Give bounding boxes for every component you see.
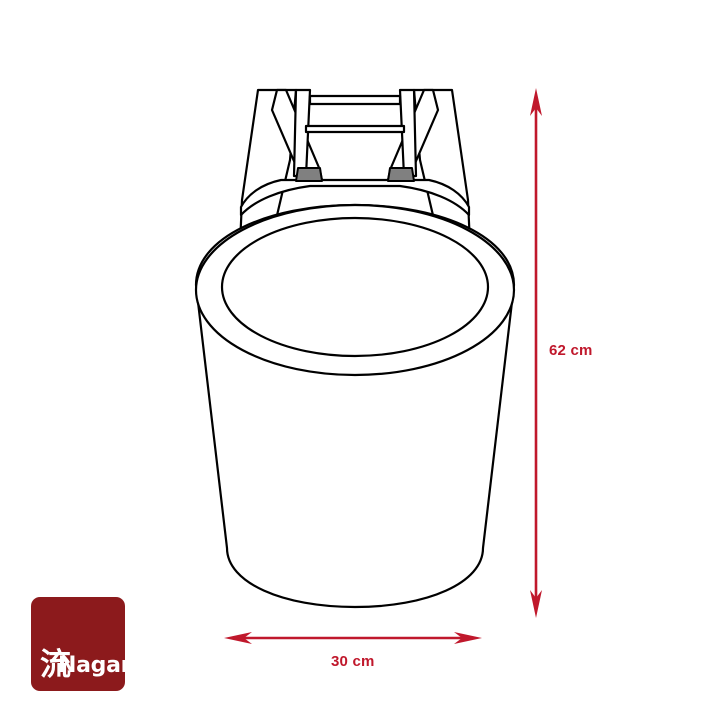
back-panel-crossbar-middle: [304, 124, 406, 134]
dim-height-arrowhead-top: [530, 88, 542, 116]
brand-logo-kanji-icon: 流: [40, 647, 71, 683]
dim-width-arrowhead-right: [454, 632, 482, 644]
brand-logo[interactable]: Nagare 流: [31, 597, 125, 691]
drawing-geometry: [194, 88, 516, 609]
rim-inner-oval: [220, 216, 490, 358]
dimension-annotations: [224, 88, 542, 644]
dim-width-arrowhead-left: [224, 632, 252, 644]
brand-logo-lockup: Nagare 流: [31, 638, 125, 683]
back-panel-crossbar-top: [308, 94, 402, 106]
brand-logo-wordmark: Nagare: [58, 653, 125, 678]
strap-clip-left: [295, 167, 323, 182]
dimension-label-width: 30 cm: [331, 653, 375, 670]
dimension-label-height: 62 cm: [549, 342, 593, 359]
dim-height-arrowhead-bottom: [530, 590, 542, 618]
strap-clip-right: [387, 167, 415, 182]
